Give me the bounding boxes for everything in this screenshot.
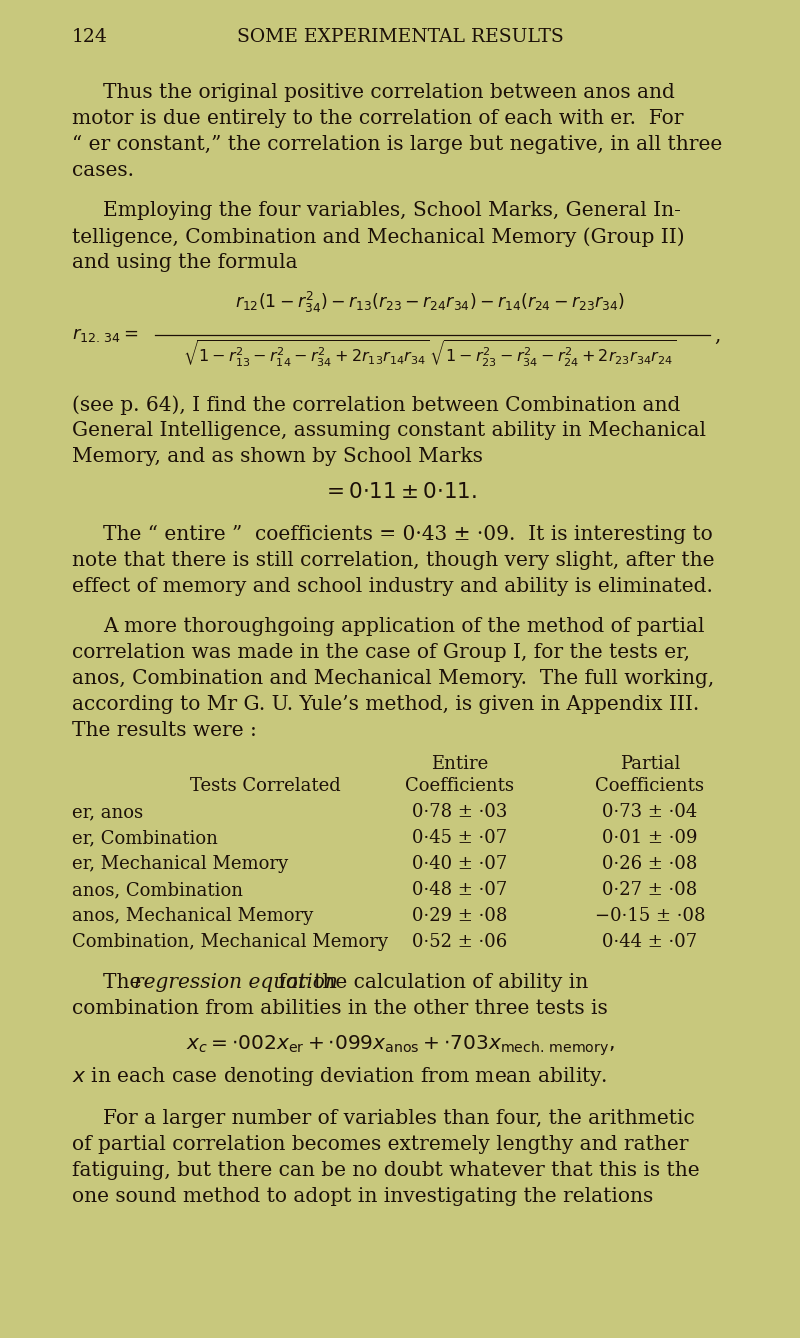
- Text: −0·15 ± ·08: −0·15 ± ·08: [594, 907, 706, 925]
- Text: 0·48 ± ·07: 0·48 ± ·07: [412, 880, 508, 899]
- Text: fatiguing, but there can be no doubt whatever that this is the: fatiguing, but there can be no doubt wha…: [72, 1161, 700, 1180]
- Text: $= 0{\cdot}11 \pm 0{\cdot}11.$: $= 0{\cdot}11 \pm 0{\cdot}11.$: [322, 480, 478, 503]
- Text: The results were :: The results were :: [72, 721, 257, 740]
- Text: The: The: [103, 973, 148, 991]
- Text: Employing the four variables, School Marks, General In-: Employing the four variables, School Mar…: [103, 201, 681, 219]
- Text: 0·78 ± ·03: 0·78 ± ·03: [412, 803, 508, 822]
- Text: er, Combination: er, Combination: [72, 830, 218, 847]
- Text: effect of memory and school industry and ability is eliminated.: effect of memory and school industry and…: [72, 577, 713, 595]
- Text: $x$ in each case denoting deviation from mean ability.: $x$ in each case denoting deviation from…: [72, 1065, 607, 1088]
- Text: Coefficients: Coefficients: [406, 777, 514, 795]
- Text: note that there is still correlation, though very slight, after the: note that there is still correlation, th…: [72, 551, 714, 570]
- Text: er, anos: er, anos: [72, 803, 143, 822]
- Text: Coefficients: Coefficients: [595, 777, 705, 795]
- Text: Tests Correlated: Tests Correlated: [190, 777, 340, 795]
- Text: 0·29 ± ·08: 0·29 ± ·08: [412, 907, 508, 925]
- Text: ,: ,: [714, 325, 720, 344]
- Text: 0·01 ± ·09: 0·01 ± ·09: [602, 830, 698, 847]
- Text: The “ entire ”  coefficients = 0·43 ± ·09.  It is interesting to: The “ entire ” coefficients = 0·43 ± ·09…: [103, 524, 713, 545]
- Text: $r_{12}(1-r^2_{34})-r_{13}(r_{23}-r_{24}r_{34})-r_{14}(r_{24}-r_{23}r_{34})$: $r_{12}(1-r^2_{34})-r_{13}(r_{23}-r_{24}…: [235, 290, 625, 314]
- Text: 0·26 ± ·08: 0·26 ± ·08: [602, 855, 698, 872]
- Text: er, Mechanical Memory: er, Mechanical Memory: [72, 855, 288, 872]
- Text: 0·40 ± ·07: 0·40 ± ·07: [412, 855, 508, 872]
- Text: 0·73 ± ·04: 0·73 ± ·04: [602, 803, 698, 822]
- Text: General Intelligence, assuming constant ability in Mechanical: General Intelligence, assuming constant …: [72, 421, 706, 440]
- Text: $x_c = {\cdot}002x_{\rm er} + {\cdot}099x_{\rm anos} + {\cdot}703x_{\rm mech.\,m: $x_c = {\cdot}002x_{\rm er} + {\cdot}099…: [186, 1033, 614, 1057]
- Text: cases.: cases.: [72, 161, 134, 181]
- Text: for the calculation of ability in: for the calculation of ability in: [272, 973, 588, 991]
- Text: “ er constant,” the correlation is large but negative, in all three: “ er constant,” the correlation is large…: [72, 135, 722, 154]
- Text: anos, Combination and Mechanical Memory.  The full working,: anos, Combination and Mechanical Memory.…: [72, 669, 714, 688]
- Text: SOME EXPERIMENTAL RESULTS: SOME EXPERIMENTAL RESULTS: [237, 28, 563, 45]
- Text: Entire: Entire: [431, 755, 489, 773]
- Text: one sound method to adopt in investigating the relations: one sound method to adopt in investigati…: [72, 1187, 654, 1206]
- Text: correlation was made in the case of Group I, for the tests er,: correlation was made in the case of Grou…: [72, 644, 690, 662]
- Text: according to Mr G. U. Yule’s method, is given in Appendix III.: according to Mr G. U. Yule’s method, is …: [72, 694, 699, 714]
- Text: Thus the original positive correlation between anos and: Thus the original positive correlation b…: [103, 83, 675, 102]
- Text: Combination, Mechanical Memory: Combination, Mechanical Memory: [72, 933, 388, 951]
- Text: telligence, Combination and Mechanical Memory (Group II): telligence, Combination and Mechanical M…: [72, 227, 685, 246]
- Text: of partial correlation becomes extremely lengthy and rather: of partial correlation becomes extremely…: [72, 1135, 689, 1153]
- Text: A more thoroughgoing application of the method of partial: A more thoroughgoing application of the …: [103, 617, 705, 636]
- Text: Partial: Partial: [620, 755, 680, 773]
- Text: For a larger number of variables than four, the arithmetic: For a larger number of variables than fo…: [103, 1109, 694, 1128]
- Text: combination from abilities in the other three tests is: combination from abilities in the other …: [72, 999, 608, 1018]
- Text: 0·44 ± ·07: 0·44 ± ·07: [602, 933, 698, 951]
- Text: 0·45 ± ·07: 0·45 ± ·07: [413, 830, 507, 847]
- Text: 0·27 ± ·08: 0·27 ± ·08: [602, 880, 698, 899]
- Text: Memory, and as shown by School Marks: Memory, and as shown by School Marks: [72, 447, 483, 466]
- Text: regression equation: regression equation: [134, 973, 338, 991]
- Text: 124: 124: [72, 28, 108, 45]
- Text: (see p. 64), I find the correlation between Combination and: (see p. 64), I find the correlation betw…: [72, 395, 680, 415]
- Text: and using the formula: and using the formula: [72, 253, 298, 272]
- Text: motor is due entirely to the correlation of each with er.  For: motor is due entirely to the correlation…: [72, 108, 683, 128]
- Text: anos, Mechanical Memory: anos, Mechanical Memory: [72, 907, 314, 925]
- Text: anos, Combination: anos, Combination: [72, 880, 243, 899]
- Text: $r_{12.\,34}=$: $r_{12.\,34}=$: [72, 326, 139, 344]
- Text: 0·52 ± ·06: 0·52 ± ·06: [412, 933, 508, 951]
- Text: $\sqrt{1-r^2_{13}-r^2_{14}-r^2_{34}+2r_{13}r_{14}r_{34}}\,\sqrt{1-r^2_{23}-r^2_{: $\sqrt{1-r^2_{13}-r^2_{14}-r^2_{34}+2r_{…: [183, 339, 677, 369]
